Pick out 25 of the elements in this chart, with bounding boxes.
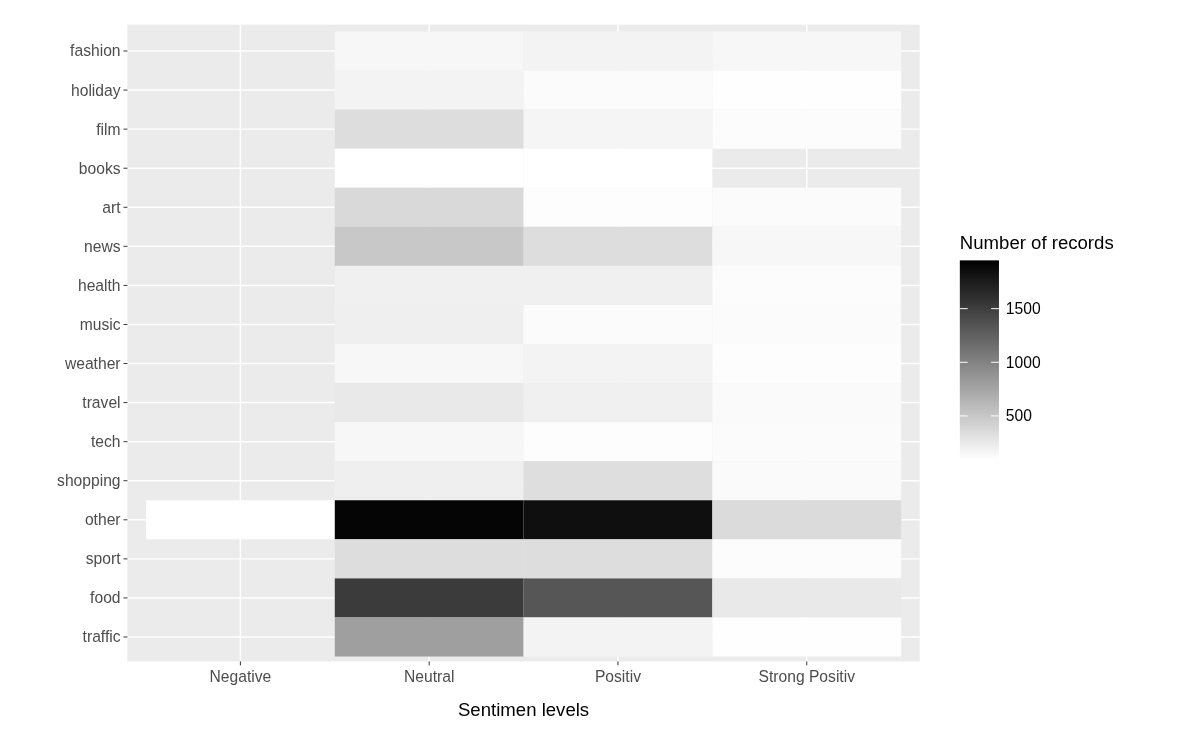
- color-bar-label: 1500: [1005, 300, 1041, 318]
- y-tick-label: film: [96, 120, 121, 138]
- y-tick-label: travel: [82, 394, 121, 412]
- y-tick-label: weather: [63, 355, 121, 373]
- y-tick-label: art: [102, 198, 122, 216]
- y-tick-label: other: [84, 511, 121, 529]
- y-tick-label: health: [77, 276, 121, 294]
- y-tick-label: music: [79, 315, 121, 333]
- x-axis-title: Sentimen levels: [457, 699, 590, 721]
- y-tick-label: news: [84, 237, 121, 255]
- x-tick-label: Negative: [209, 667, 272, 685]
- color-bar-label: 500: [1005, 407, 1033, 425]
- x-tick-label: Positiv: [594, 667, 642, 685]
- y-tick-label: traffic: [82, 628, 121, 646]
- y-tick-label: books: [78, 159, 121, 177]
- y-tick-label: sport: [85, 550, 122, 568]
- x-tick-label: Neutral: [403, 667, 455, 685]
- y-tick-label: food: [90, 589, 121, 607]
- y-tick-label: shopping: [57, 472, 121, 490]
- color-bar-title: Number of records: [959, 231, 1114, 253]
- y-tick-label: tech: [90, 433, 121, 451]
- y-tick-label: fashion: [70, 42, 121, 60]
- y-tick-label: holiday: [70, 81, 121, 99]
- color-bar-label: 1000: [1005, 353, 1041, 371]
- x-tick-label: Strong Positiv: [758, 667, 856, 685]
